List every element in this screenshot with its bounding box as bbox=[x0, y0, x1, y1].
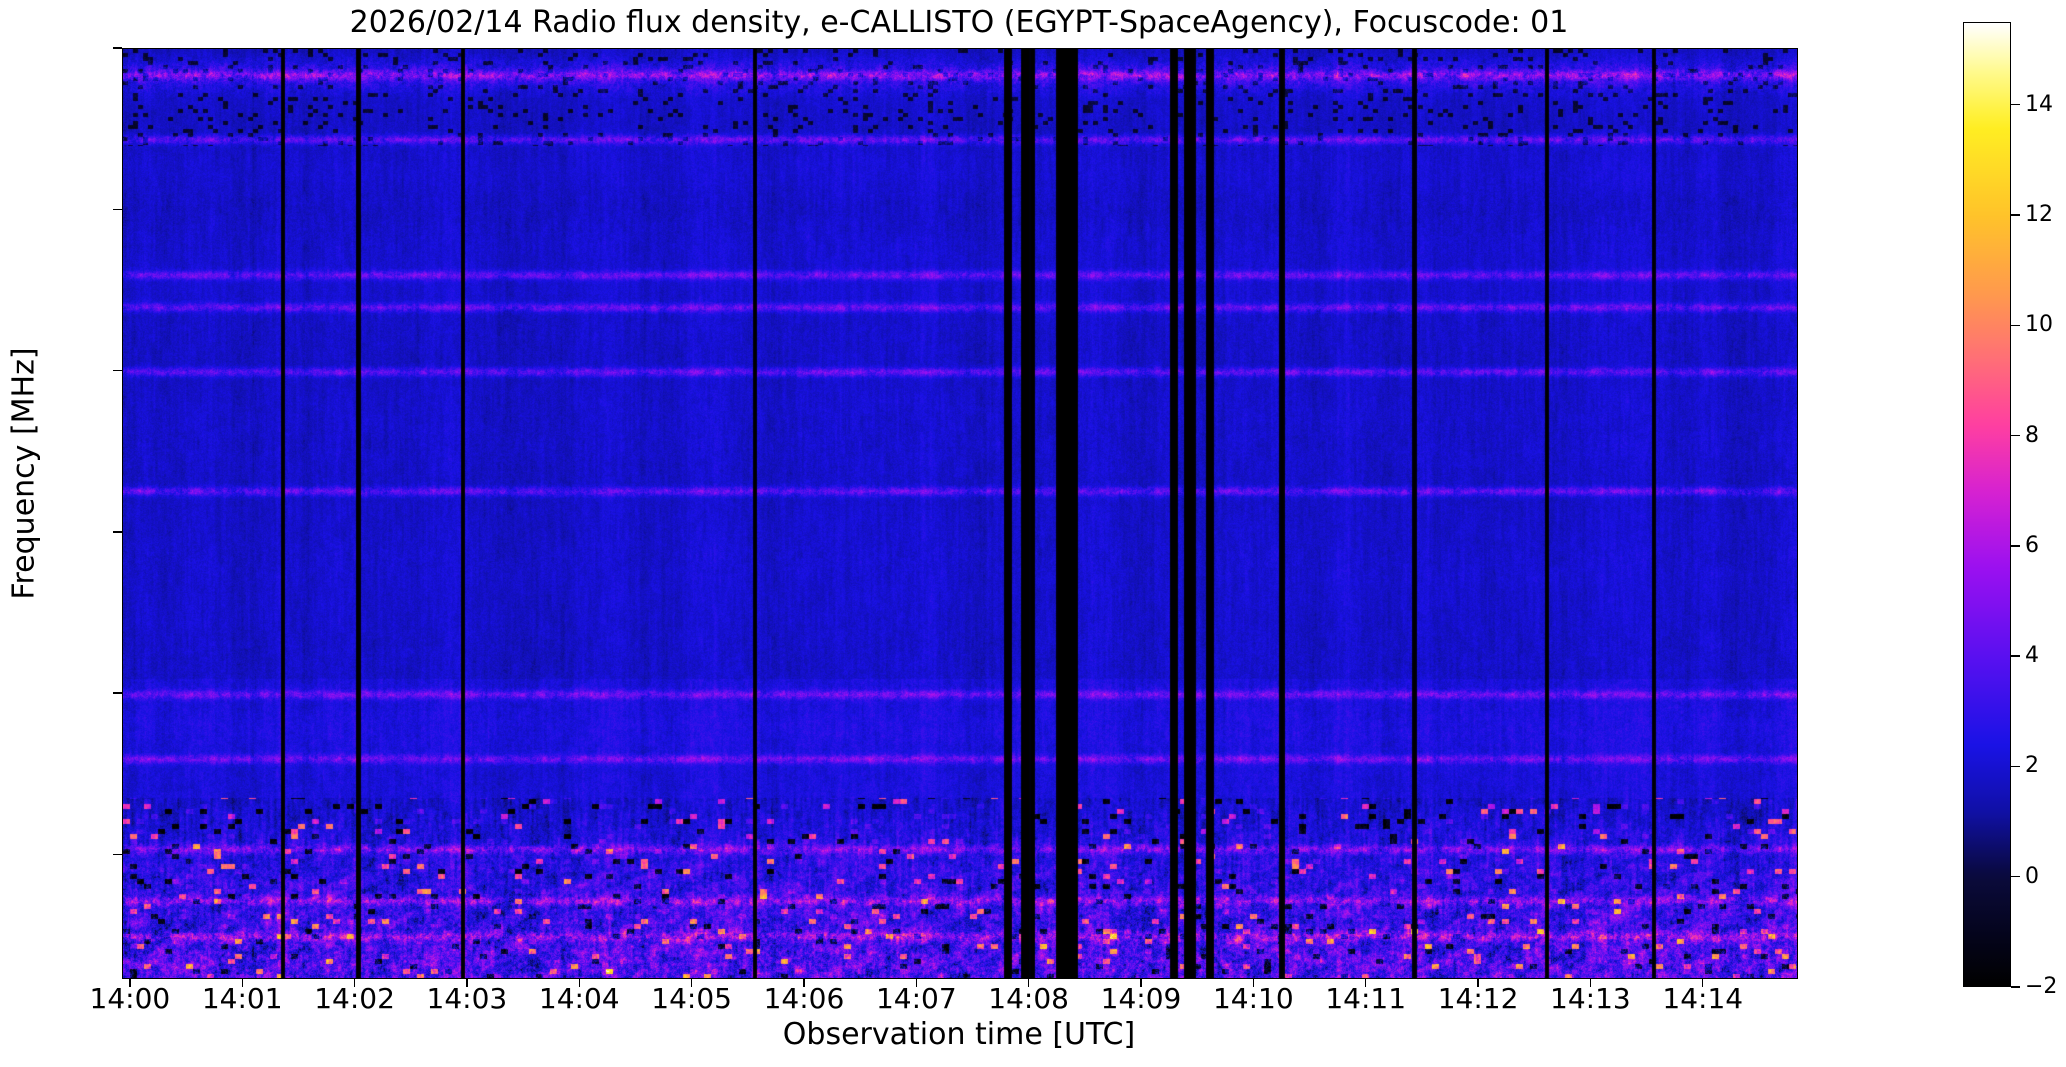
x-tick-label-14-04: 14:04 bbox=[538, 982, 620, 1015]
x-tick-mark-14-05 bbox=[690, 978, 693, 987]
x-tick-mark-14-14 bbox=[1702, 978, 1704, 987]
x-tick-mark-14-06 bbox=[803, 978, 805, 987]
x-tick-mark-14-01 bbox=[241, 978, 243, 987]
x-tick-label-14-10: 14:10 bbox=[1212, 982, 1294, 1015]
y-tick-mark-400 bbox=[113, 47, 122, 49]
colorbar-tick-mark-8 bbox=[2011, 434, 2020, 437]
y-tick-mark-300 bbox=[113, 369, 122, 372]
x-tick-label-14-08: 14:08 bbox=[988, 982, 1069, 1015]
colorbar: 14 12 10 8 6 4 2 0 −2 bbox=[1963, 22, 2057, 998]
colorbar-tick-label-10: 10 bbox=[2025, 312, 2053, 338]
colorbar-tick-label-2: 2 bbox=[2025, 753, 2039, 779]
x-tick-mark-14-08 bbox=[1027, 978, 1030, 987]
colorbar-tick-label-0: 0 bbox=[2025, 863, 2039, 889]
spectrogram-axes bbox=[122, 48, 1798, 979]
x-tick-label-14-12: 14:12 bbox=[1437, 982, 1519, 1015]
y-axis-label: Frequency [MHz] bbox=[6, 347, 42, 600]
colorbar-tick-label-12: 12 bbox=[2025, 202, 2053, 227]
colorbar-gradient bbox=[1963, 22, 2011, 987]
x-axis-label: Observation time [UTC] bbox=[782, 1017, 1136, 1052]
x-tick-mark-14-11 bbox=[1365, 978, 1367, 987]
y-tick-mark-250 bbox=[113, 531, 122, 533]
x-tick-mark-14-00 bbox=[129, 978, 131, 987]
colorbar-tick-mark-2 bbox=[2011, 765, 2020, 768]
colorbar-tick-mark-4 bbox=[2011, 655, 2020, 657]
colorbar-tick-label-14: 14 bbox=[2025, 91, 2053, 117]
x-tick-label-14-07: 14:07 bbox=[875, 982, 957, 1015]
page-title: 2026/02/14 Radio flux density, e-CALLIST… bbox=[349, 5, 1569, 40]
colorbar-tick-label-6: 6 bbox=[2025, 532, 2039, 558]
y-tick-mark-200 bbox=[113, 692, 122, 694]
x-tick-label-14-00: 14:00 bbox=[89, 982, 171, 1015]
x-tick-label-14-05: 14:05 bbox=[651, 982, 732, 1015]
colorbar-tick-label--2: −2 bbox=[2025, 974, 2058, 999]
x-tick-mark-14-02 bbox=[353, 978, 356, 987]
colorbar-tick-label-8: 8 bbox=[2025, 422, 2039, 448]
colorbar-tick-mark-0 bbox=[2011, 876, 2020, 878]
x-tick-label-14-13: 14:13 bbox=[1550, 982, 1631, 1015]
colorbar-tick-mark-14 bbox=[2011, 104, 2020, 106]
x-tick-label-14-02: 14:02 bbox=[314, 982, 395, 1015]
x-tick-label-14-14: 14:14 bbox=[1662, 982, 1744, 1015]
x-tick-mark-14-12 bbox=[1477, 978, 1479, 987]
x-tick-mark-14-09 bbox=[1140, 978, 1142, 987]
x-tick-label-14-03: 14:03 bbox=[426, 982, 508, 1015]
x-tick-mark-14-04 bbox=[578, 978, 580, 987]
colorbar-tick-label-4: 4 bbox=[2025, 643, 2039, 669]
y-tick-mark-350 bbox=[113, 208, 122, 210]
x-tick-mark-14-07 bbox=[915, 978, 917, 987]
x-tick-label-14-06: 14:06 bbox=[763, 982, 845, 1015]
x-tick-mark-14-13 bbox=[1589, 978, 1592, 987]
colorbar-tick-mark--2 bbox=[2011, 986, 2020, 988]
y-tick-mark-150 bbox=[113, 853, 122, 856]
x-tick-label-14-11: 14:11 bbox=[1325, 982, 1407, 1015]
colorbar-tick-mark-10 bbox=[2011, 324, 2020, 326]
x-tick-label-14-09: 14:09 bbox=[1100, 982, 1182, 1015]
x-tick-mark-14-03 bbox=[466, 978, 468, 987]
x-tick-label-14-01: 14:01 bbox=[201, 982, 283, 1015]
x-tick-mark-14-10 bbox=[1252, 978, 1255, 987]
colorbar-tick-mark-12 bbox=[2011, 214, 2020, 216]
colorbar-tick-mark-6 bbox=[2011, 545, 2020, 547]
spectrogram-heatmap bbox=[123, 49, 1797, 978]
